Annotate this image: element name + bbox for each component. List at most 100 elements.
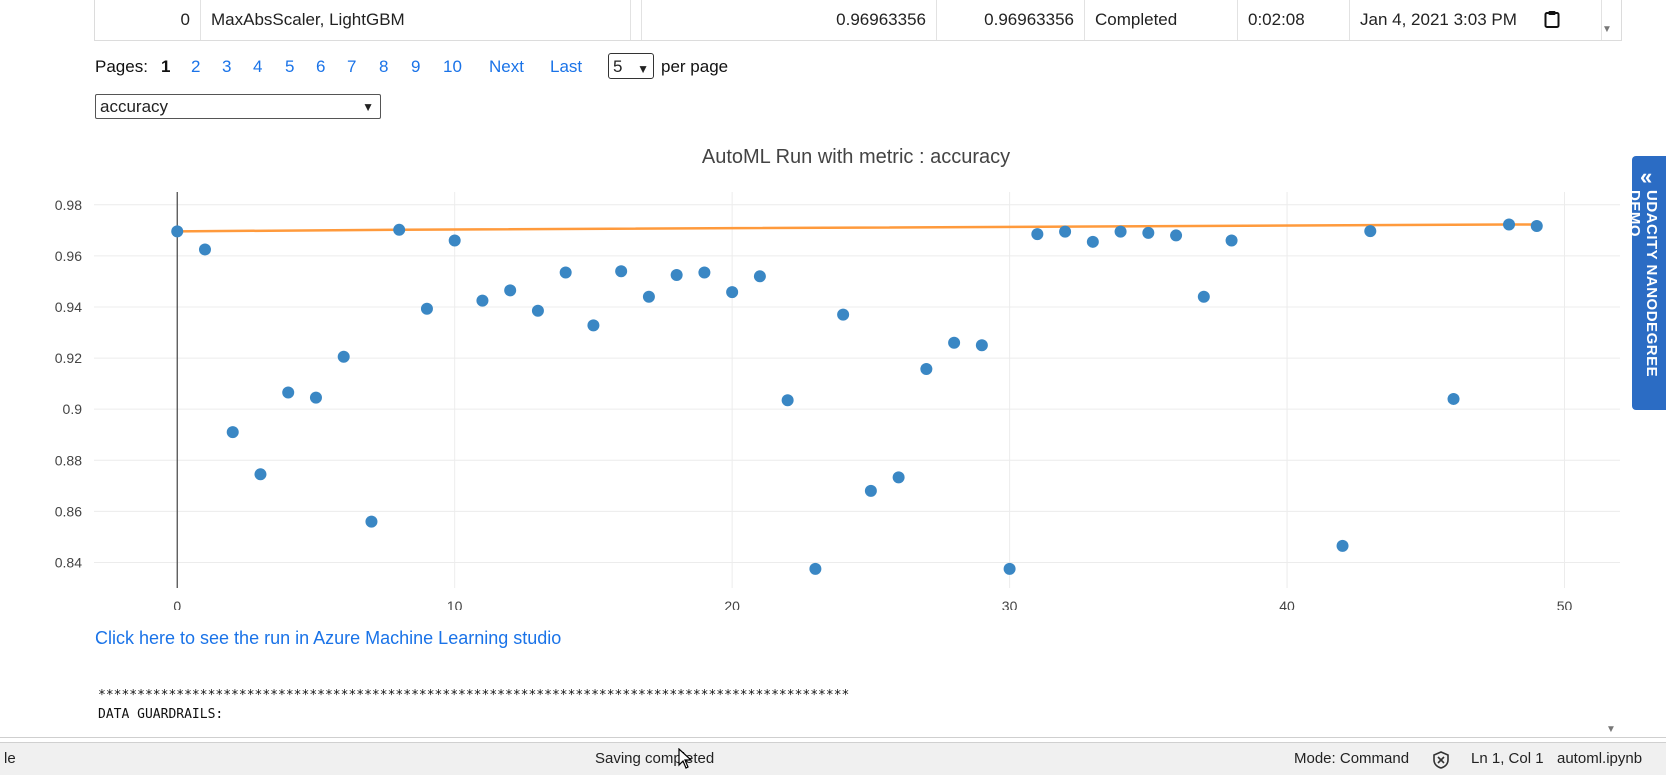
data-point (337, 350, 350, 363)
table-row: 0 MaxAbsScaler, LightGBM 0.96963356 0.96… (94, 0, 1622, 41)
data-point (1142, 226, 1155, 239)
data-point (1031, 228, 1044, 241)
per-page-value: 5 (613, 57, 623, 76)
x-tick-label: 10 (447, 598, 463, 610)
row-start-time: Jan 4, 2021 3:03 PM (1350, 0, 1602, 40)
chevron-down-icon: ▼ (362, 100, 374, 114)
data-point (171, 225, 184, 238)
kernel-status-icon[interactable] (1432, 751, 1450, 769)
x-tick-label: 0 (173, 598, 181, 610)
y-tick-label: 0.9 (63, 401, 83, 417)
side-tab[interactable] (1632, 156, 1666, 410)
data-point (282, 386, 295, 399)
data-point (1336, 539, 1349, 552)
scroll-down-arrow-icon[interactable]: ▼ (1602, 24, 1612, 35)
status-left-text: le (4, 750, 16, 767)
data-point (642, 290, 655, 303)
output-stars: ****************************************… (98, 688, 850, 703)
page-link-6[interactable]: 6 (316, 57, 326, 76)
data-point (1086, 235, 1099, 248)
data-point (837, 308, 850, 321)
data-point (365, 515, 378, 528)
row-status: Completed (1085, 0, 1238, 40)
data-point (1003, 562, 1016, 575)
page-link-10[interactable]: 10 (443, 57, 462, 76)
divider (0, 737, 1666, 738)
per-page-label: per page (661, 57, 729, 76)
page-link-5[interactable]: 5 (285, 57, 295, 76)
y-tick-label: 0.86 (55, 503, 82, 519)
data-point (531, 304, 544, 317)
y-tick-label: 0.88 (55, 452, 82, 468)
row-duration: 0:02:08 (1238, 0, 1350, 40)
output-guardrails: DATA GUARDRAILS: (98, 707, 224, 722)
data-point (587, 319, 600, 332)
double-chevron-left-icon[interactable]: « (1640, 164, 1653, 189)
page-current: 1 (161, 57, 171, 76)
mouse-cursor-icon (678, 748, 693, 769)
page-link-7[interactable]: 7 (347, 57, 357, 76)
data-point (1114, 225, 1127, 238)
x-tick-label: 40 (1279, 598, 1295, 610)
data-point (448, 234, 461, 247)
data-point (1447, 392, 1460, 405)
row-spacer (631, 0, 642, 40)
data-point (1225, 234, 1238, 247)
page-link-8[interactable]: 8 (379, 57, 389, 76)
data-point (1170, 229, 1183, 242)
status-bar: le Saving completed Mode: Command Ln 1, … (0, 742, 1666, 775)
best-score-line (177, 223, 1537, 233)
status-filename: automl.ipynb (1557, 750, 1643, 767)
data-point (393, 223, 406, 236)
page-link-2[interactable]: 2 (191, 57, 201, 76)
data-point (615, 265, 628, 278)
per-page-select[interactable]: 5 ▼ (608, 53, 654, 79)
data-point (726, 286, 739, 299)
last-page-link[interactable]: Last (550, 57, 583, 76)
status-mode[interactable]: Mode: Command (1294, 750, 1410, 767)
page-link-3[interactable]: 3 (222, 57, 232, 76)
metric-select[interactable]: accuracy ▼ (95, 94, 381, 119)
row-algorithm: MaxAbsScaler, LightGBM (201, 0, 631, 40)
row-score-1: 0.96963356 (745, 0, 937, 40)
data-point (559, 266, 572, 279)
clipboard-icon[interactable] (1544, 10, 1560, 28)
data-point (198, 243, 211, 256)
data-point (670, 269, 683, 282)
data-point (864, 484, 877, 497)
page-link-9[interactable]: 9 (411, 57, 421, 76)
status-position[interactable]: Ln 1, Col 1 (1471, 750, 1544, 767)
status-saving: Saving completed (595, 750, 715, 767)
y-tick-label: 0.94 (55, 299, 82, 315)
chart-title: AutoML Run with metric : accuracy (701, 146, 1011, 168)
data-point (1364, 225, 1377, 238)
data-point (781, 394, 794, 407)
pages-label: Pages: (95, 57, 148, 76)
data-point (892, 471, 905, 484)
data-point (698, 266, 711, 279)
page-link-4[interactable]: 4 (253, 57, 263, 76)
data-point (226, 426, 239, 439)
scroll-down-arrow-icon[interactable]: ▼ (1606, 724, 1616, 735)
side-tab-label[interactable]: UDACITY NANODEGREE DEMO (1626, 190, 1660, 378)
metric-select-value: accuracy (100, 97, 169, 116)
x-tick-label: 50 (1557, 598, 1573, 610)
data-point (948, 336, 961, 349)
y-tick-label: 0.84 (55, 554, 82, 570)
data-point (975, 339, 988, 352)
data-point (753, 270, 766, 283)
row-score-2: 0.96963356 (937, 0, 1085, 40)
data-point (476, 294, 489, 307)
data-point (1197, 290, 1210, 303)
data-point (504, 284, 517, 297)
azure-studio-link[interactable]: Click here to see the run in Azure Machi… (95, 628, 562, 648)
data-point (1503, 218, 1516, 231)
data-point (309, 391, 322, 404)
next-page-link[interactable]: Next (489, 57, 524, 76)
data-point (254, 468, 267, 481)
scatter-chart: 0 10 20 30 40 50 0.84 0.86 0.88 0.9 0.92 0.94 0.96 0.… (55, 192, 1620, 610)
y-tick-label: 0.96 (55, 248, 82, 264)
row-index: 0 (95, 0, 201, 40)
data-point (420, 302, 433, 315)
y-tick-label: 0.98 (55, 197, 82, 213)
